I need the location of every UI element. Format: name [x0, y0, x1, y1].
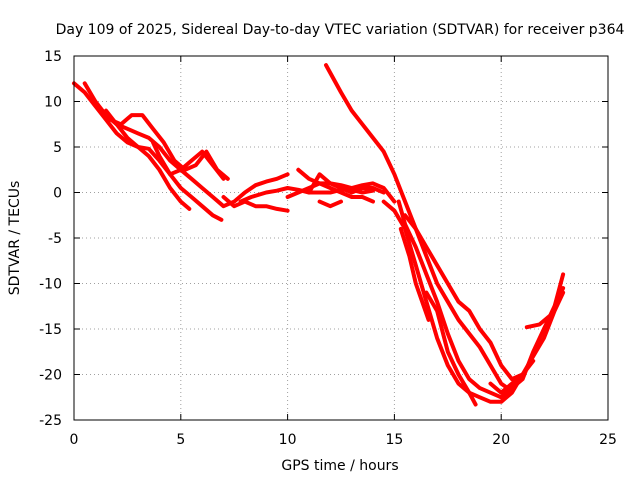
series-track-m	[396, 199, 504, 400]
x-axis-label: GPS time / hours	[281, 458, 398, 474]
series-track-k	[317, 199, 343, 209]
series-track-t	[524, 286, 566, 330]
series-track-j	[307, 172, 386, 195]
series-track-h	[285, 181, 397, 204]
y-tick-label: 0	[53, 186, 62, 202]
x-tick-label: 25	[599, 432, 617, 448]
series-track-c	[104, 108, 290, 209]
y-tick-label: 10	[44, 95, 62, 111]
y-axis-label: SDTVAR / TECUs	[7, 181, 23, 296]
data-series-group	[72, 63, 566, 407]
y-tick-label: -15	[39, 322, 62, 338]
x-tick-label: 10	[279, 432, 297, 448]
series-track-d	[97, 108, 230, 181]
grid-lines	[74, 56, 608, 420]
series-track-o	[403, 213, 536, 382]
x-tick-label: 20	[492, 432, 510, 448]
y-tick-label: 5	[53, 140, 62, 156]
x-tick-label: 0	[70, 432, 79, 448]
series-track-f	[221, 195, 290, 213]
series-track-e	[151, 140, 226, 181]
series-track-i	[296, 167, 375, 204]
series-track-b	[82, 81, 192, 211]
y-tick-label: -25	[39, 413, 62, 429]
series-track-n	[324, 63, 510, 391]
y-tick-label: -5	[48, 231, 62, 247]
series-track-p	[398, 226, 431, 322]
x-tick-label: 5	[176, 432, 185, 448]
chart-title: Day 109 of 2025, Sidereal Day-to-day VTE…	[56, 22, 625, 38]
y-tick-label: 15	[44, 49, 62, 65]
series-track-q	[424, 290, 478, 407]
series-track-l	[381, 199, 525, 404]
x-tick-label: 15	[385, 432, 403, 448]
axis-ticks: 0 5 10 15 20 25 -25 -20 -15 -10 -5 0 5 10 15	[39, 49, 617, 448]
y-tick-label: -20	[39, 368, 62, 384]
y-tick-label: -10	[39, 277, 62, 293]
